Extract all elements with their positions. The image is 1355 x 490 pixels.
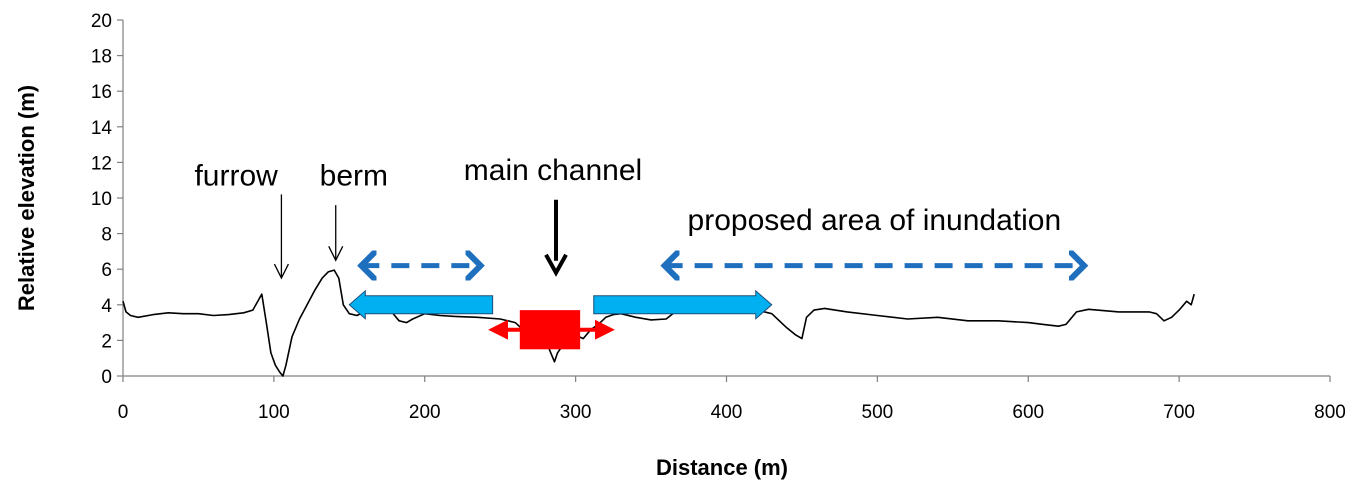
- annotation-arrow-head: [544, 253, 568, 277]
- red-channel-marker: [519, 310, 581, 350]
- blue-block-arrow-left: [348, 289, 494, 320]
- elevation-profile-line: [122, 269, 1195, 377]
- y-tick-label: 18: [91, 47, 112, 68]
- y-tick-label: 16: [91, 82, 112, 103]
- x-tick-label: 800: [1314, 402, 1346, 423]
- annotation-arrow-head: [273, 263, 290, 280]
- x-tick-label: 500: [862, 402, 894, 423]
- annotation-label: berm: [320, 160, 388, 193]
- x-tick-label: 200: [409, 402, 441, 423]
- y-tick-label: 4: [101, 296, 112, 317]
- x-tick-label: 0: [118, 402, 129, 423]
- x-tick-label: 300: [560, 402, 592, 423]
- y-tick-label: 2: [101, 331, 112, 352]
- annotation-arrow-head: [328, 246, 344, 262]
- x-axis-title: Distance (m): [656, 455, 788, 480]
- y-axis-title: Relative elevation (m): [14, 85, 39, 311]
- y-tick-label: 10: [91, 189, 112, 210]
- blue-block-arrow-right: [593, 289, 773, 320]
- annotation-label: furrow: [194, 160, 278, 193]
- y-tick-label: 0: [101, 367, 112, 388]
- y-tick-label: 6: [101, 260, 112, 281]
- y-tick-label: 14: [91, 118, 113, 139]
- x-tick-label: 400: [711, 402, 743, 423]
- y-tick-label: 20: [91, 11, 112, 32]
- annotation-label: main channel: [464, 154, 642, 187]
- x-tick-label: 100: [258, 402, 290, 423]
- y-tick-label: 12: [91, 153, 112, 174]
- y-tick-label: 8: [101, 225, 112, 246]
- annotation-label: proposed area of inundation: [688, 204, 1062, 237]
- x-tick-label: 700: [1163, 402, 1195, 423]
- x-tick-label: 600: [1012, 402, 1044, 423]
